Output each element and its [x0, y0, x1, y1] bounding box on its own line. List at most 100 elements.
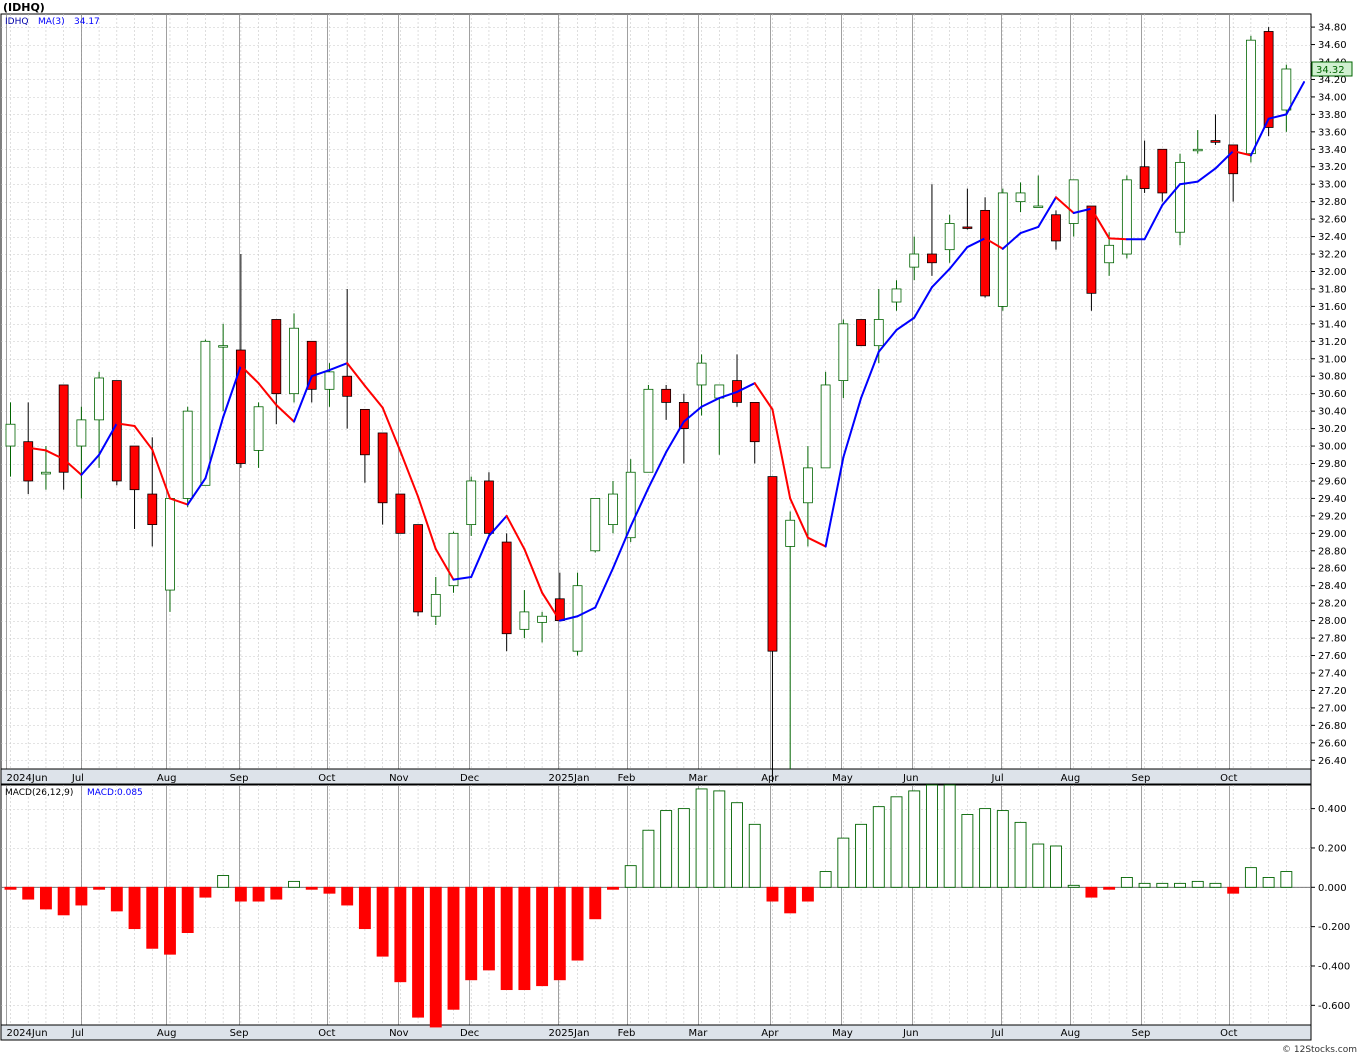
macd-y-tick-label: 0.400 — [1318, 804, 1347, 815]
ma-segment — [842, 397, 863, 459]
macd-bar — [943, 784, 956, 888]
macd-bar — [571, 886, 584, 961]
macd-bar — [323, 886, 336, 894]
candle — [200, 339, 211, 486]
month-label: Nov — [389, 1028, 409, 1039]
price-panel: 2024Jun Jul Aug Sep Oct Nov Dec 2025Jan Feb Mar Ap… — [0, 13, 1353, 785]
candle — [430, 576, 441, 625]
macd-bar — [128, 886, 141, 930]
y-tick-label: 29.40 — [1318, 494, 1347, 505]
candle-body — [377, 432, 388, 504]
month-label: Jun — [902, 773, 919, 784]
macd-bar — [110, 886, 123, 912]
ma-segment — [470, 534, 490, 578]
ma-segment — [328, 362, 349, 372]
ma-segment — [682, 405, 703, 423]
ma-segment — [913, 286, 933, 319]
candle-body — [927, 253, 937, 264]
candle — [111, 380, 122, 486]
candle — [785, 511, 796, 769]
candle — [218, 323, 229, 412]
macd-bar — [1227, 886, 1240, 894]
month-label: Oct — [1220, 1028, 1237, 1039]
macd-bar — [518, 886, 531, 991]
candle — [1068, 179, 1079, 237]
candle-body — [324, 371, 335, 390]
candle-body — [625, 471, 636, 539]
month-label: May — [832, 773, 853, 784]
macd-bar — [855, 823, 868, 888]
y-tick-label: 26.40 — [1318, 756, 1347, 767]
month-label: Aug — [157, 773, 177, 784]
ma-segment — [665, 420, 685, 454]
macd-bar — [1050, 845, 1062, 888]
candle-body — [1210, 140, 1221, 143]
ma-segment — [629, 486, 650, 528]
candle-body — [608, 493, 618, 526]
candle-body — [1086, 205, 1097, 294]
candle — [678, 393, 689, 464]
candle-body — [820, 384, 831, 469]
macd-bar — [75, 886, 88, 906]
candle — [1086, 205, 1097, 311]
candle-body — [1104, 244, 1115, 264]
macd-y-tick-label: -0.600 — [1318, 1001, 1350, 1012]
ma-segment — [877, 328, 898, 353]
ma-segment — [806, 536, 827, 548]
macd-bar — [4, 886, 17, 890]
ma-segment — [789, 497, 809, 539]
candle-body — [661, 388, 672, 403]
candle-body — [182, 410, 193, 499]
month-label: Dec — [460, 773, 479, 784]
ma-segment — [966, 237, 987, 249]
candle-body — [253, 406, 264, 451]
macd-bar — [961, 814, 974, 888]
candle — [147, 437, 158, 547]
candle — [76, 406, 87, 499]
candle — [749, 402, 760, 464]
candle — [448, 531, 459, 593]
candle-body — [1015, 192, 1026, 203]
macd-y-tick-label: 0.200 — [1318, 843, 1347, 854]
y-tick-label: 30.80 — [1318, 372, 1347, 383]
macd-bar — [252, 886, 265, 902]
candle — [820, 371, 831, 469]
candle-body — [94, 377, 104, 421]
candle-body — [1033, 205, 1044, 208]
ma-segment — [1196, 167, 1217, 183]
month-label: Oct — [318, 773, 335, 784]
macd-bar — [1014, 821, 1027, 888]
candle — [289, 313, 299, 403]
macd-bar — [39, 886, 52, 910]
ma-segment — [168, 497, 189, 506]
month-label: 2024Jun — [6, 1028, 47, 1039]
candle — [838, 319, 849, 399]
ma-segment — [895, 316, 916, 331]
candle-body — [448, 532, 459, 587]
candle-body — [76, 419, 87, 447]
month-label: Jul — [991, 773, 1004, 784]
legend-ma-label: MA(3) — [38, 17, 65, 27]
candle — [359, 408, 370, 483]
y-tick-label: 31.00 — [1318, 354, 1347, 365]
candle — [1228, 144, 1239, 202]
macd-bar — [801, 886, 814, 902]
ma-segment — [151, 448, 171, 500]
month-label: Mar — [689, 1028, 709, 1039]
candle-body — [289, 327, 299, 395]
candle-body — [235, 349, 246, 464]
macd-bar — [217, 875, 230, 888]
macd-bar — [1280, 871, 1293, 888]
candle-body — [41, 471, 51, 475]
candle — [856, 319, 866, 347]
price-y-axis: 34.8034.6034.4034.2034.0033.8033.6033.40… — [1311, 23, 1347, 767]
candle-body — [271, 319, 282, 395]
candle-body — [1051, 214, 1061, 242]
candle — [1246, 35, 1256, 163]
y-tick-label: 27.80 — [1318, 634, 1347, 645]
candle-body — [678, 402, 689, 429]
candle — [1175, 153, 1185, 246]
ma-segment — [381, 406, 402, 453]
ma-segment — [948, 246, 969, 270]
ma-segment — [594, 567, 614, 609]
